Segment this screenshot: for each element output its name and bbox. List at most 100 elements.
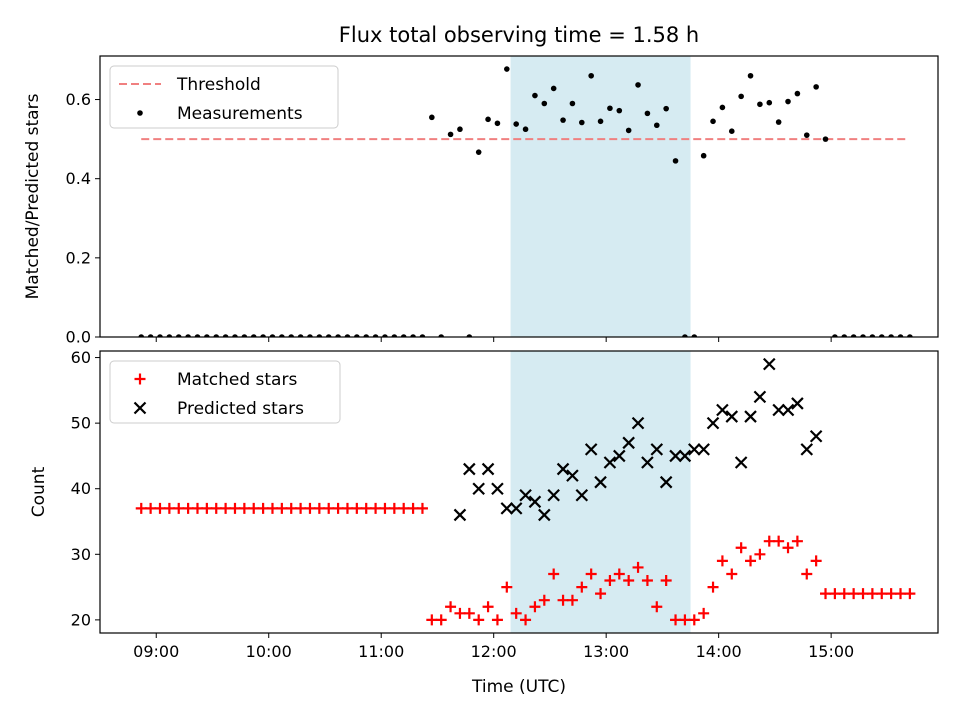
data-point bbox=[407, 502, 419, 514]
data-point bbox=[579, 119, 585, 126]
data-point bbox=[641, 575, 653, 587]
legend: Threshold Measurements bbox=[109, 65, 339, 129]
data-point bbox=[453, 508, 467, 522]
data-point bbox=[588, 72, 594, 79]
x-tick-label: 12:00 bbox=[471, 642, 517, 661]
data-point bbox=[691, 334, 698, 337]
data-point bbox=[653, 122, 660, 129]
data-point bbox=[351, 502, 363, 514]
data-point bbox=[585, 568, 597, 580]
data-point bbox=[260, 334, 266, 337]
data-point bbox=[660, 575, 672, 587]
data-point bbox=[147, 334, 154, 337]
data-point bbox=[791, 535, 803, 547]
y-tick-label: 0.6 bbox=[66, 90, 91, 109]
legend-label: Matched stars bbox=[177, 370, 297, 390]
data-point bbox=[494, 120, 501, 127]
axes-frame bbox=[99, 55, 939, 338]
data-point bbox=[734, 456, 748, 469]
data-point bbox=[719, 104, 726, 111]
data-point bbox=[707, 581, 719, 593]
data-point bbox=[482, 601, 494, 613]
data-point bbox=[370, 502, 382, 514]
data-point bbox=[672, 158, 679, 164]
data-point bbox=[782, 542, 794, 554]
y-tick-label: 40 bbox=[71, 479, 91, 498]
data-point bbox=[547, 489, 560, 502]
data-point bbox=[213, 334, 220, 337]
data-point bbox=[757, 101, 763, 108]
data-point bbox=[426, 614, 438, 626]
data-point bbox=[541, 100, 548, 107]
data-point bbox=[238, 502, 250, 514]
data-point bbox=[775, 119, 782, 125]
data-point bbox=[663, 105, 669, 112]
data-point bbox=[550, 85, 557, 92]
data-point bbox=[735, 542, 747, 554]
data-point bbox=[838, 588, 850, 600]
data-point bbox=[766, 99, 773, 106]
data-point bbox=[888, 334, 894, 337]
count-panel: 20 30 40 50 60 09:00 10:00 11:00 12:00 13:00 14:00… bbox=[29, 348, 939, 697]
y-tick-label: 0.4 bbox=[66, 169, 91, 188]
data-point bbox=[560, 117, 566, 123]
data-point bbox=[501, 581, 513, 593]
data-point bbox=[616, 107, 623, 114]
legend-label: Measurements bbox=[177, 104, 303, 124]
y-tick-label: 0.2 bbox=[66, 248, 91, 267]
data-point bbox=[250, 334, 257, 337]
data-point bbox=[773, 535, 785, 547]
data-point bbox=[594, 475, 607, 489]
y-tick-label: 60 bbox=[71, 348, 91, 367]
data-point bbox=[801, 568, 813, 580]
legend-box bbox=[109, 65, 339, 129]
observing-window-band bbox=[510, 56, 691, 337]
legend-box bbox=[109, 360, 341, 424]
data-point bbox=[678, 449, 692, 463]
y-tick-label: 30 bbox=[71, 545, 91, 564]
y-axis-label: Count bbox=[29, 466, 49, 517]
data-point bbox=[491, 614, 503, 626]
chart-title: Flux total observing time = 1.58 h bbox=[339, 23, 699, 47]
data-point bbox=[538, 594, 550, 606]
data-point bbox=[145, 502, 157, 514]
data-point bbox=[229, 502, 241, 514]
data-point bbox=[548, 568, 560, 580]
data-point bbox=[463, 607, 475, 619]
data-point bbox=[204, 334, 210, 337]
data-point bbox=[753, 390, 767, 404]
data-point bbox=[841, 334, 848, 337]
data-point bbox=[651, 601, 663, 613]
y-axis-label: Matched/Predicted stars bbox=[23, 93, 43, 299]
data-point bbox=[878, 334, 885, 337]
axes-frame bbox=[99, 350, 939, 634]
observing-window-band bbox=[510, 351, 691, 633]
data-point bbox=[822, 136, 829, 142]
data-point bbox=[866, 588, 878, 600]
data-point bbox=[491, 482, 504, 495]
data-point bbox=[745, 555, 757, 567]
x-axis-label: Time (UTC) bbox=[471, 677, 566, 697]
data-point bbox=[613, 449, 626, 463]
data-point bbox=[725, 410, 739, 423]
data-point bbox=[738, 93, 744, 100]
data-point bbox=[457, 126, 463, 133]
data-point bbox=[372, 334, 379, 337]
data-point bbox=[794, 90, 801, 97]
data-point bbox=[569, 100, 576, 107]
data-point bbox=[266, 502, 278, 514]
data-point bbox=[726, 568, 738, 580]
data-point bbox=[154, 502, 166, 514]
data-point bbox=[706, 416, 720, 430]
data-point bbox=[538, 508, 551, 522]
data-point bbox=[472, 482, 485, 495]
data-point bbox=[500, 502, 514, 515]
data-point bbox=[682, 334, 688, 337]
data-point bbox=[698, 607, 710, 619]
data-point bbox=[522, 126, 529, 133]
data-point bbox=[528, 495, 542, 509]
data-point bbox=[623, 575, 635, 587]
data-point bbox=[454, 607, 466, 619]
data-point bbox=[201, 502, 213, 514]
data-point bbox=[670, 614, 682, 626]
